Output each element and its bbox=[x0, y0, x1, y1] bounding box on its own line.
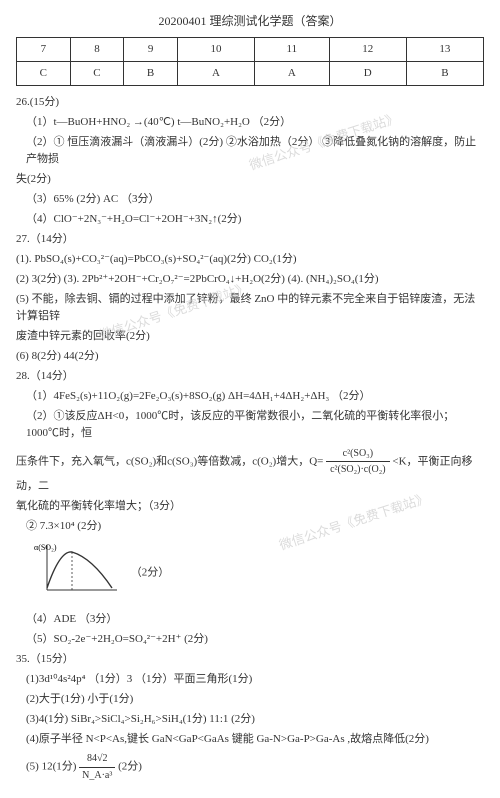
q28-head: 28.（14分） bbox=[16, 368, 484, 385]
table-cell: A bbox=[255, 61, 330, 85]
table-header: 10 bbox=[177, 37, 254, 61]
q28-graph-line: α(SO₂) （2分） bbox=[16, 538, 484, 608]
q27-line: (6) 8(2分) 44(2分) bbox=[16, 348, 484, 365]
table-header: 7 bbox=[17, 37, 71, 61]
q26-line: 失(2分) bbox=[16, 171, 484, 188]
q26-head: 26.(15分) bbox=[16, 94, 484, 111]
q35-line: (2)大于(1分) 小于(1分) bbox=[16, 691, 484, 708]
graph-svg: α(SO₂) bbox=[32, 540, 122, 600]
table-header: 8 bbox=[70, 37, 124, 61]
q26-line: （3）65% (2分) AC （3分） bbox=[16, 191, 484, 208]
fraction: 84√2 N_A·a³ bbox=[79, 751, 115, 783]
alpha-so2-graph: α(SO₂) bbox=[32, 540, 122, 606]
table-cell: B bbox=[124, 61, 178, 85]
q28-line: 氧化硫的平衡转化率增大；（3分） bbox=[16, 498, 484, 515]
q35-line: (4)原子半径 N<P<As,键长 GaN<GaP<GaAs 键能 Ga-N>G… bbox=[16, 731, 484, 748]
q28-text: （2分） bbox=[131, 566, 170, 578]
q26-line: （1）t—BuOH+HNO₂ →(40℃) t—BuNO₂+H₂O （2分） bbox=[16, 114, 484, 131]
table-answer-row: C C B A A D B bbox=[17, 61, 484, 85]
fraction: c²(SO₃) c²(SO₂)·c(O₂) bbox=[326, 446, 390, 478]
table-cell: A bbox=[177, 61, 254, 85]
q35-line: (1)3d¹⁰4s²4p⁴ （1分）3 （1分）平面三角形(1分) bbox=[16, 671, 484, 688]
table-cell: D bbox=[329, 61, 406, 85]
table-cell: C bbox=[70, 61, 124, 85]
q27-line: (2) 3(2分) (3). 2Pb²⁺+2OH⁻+Cr₂O₇²⁻=2PbCrO… bbox=[16, 271, 484, 288]
page-title: 20200401 理综测试化学题（答案） bbox=[16, 12, 484, 31]
curve bbox=[47, 552, 112, 588]
table-cell: B bbox=[406, 61, 483, 85]
table-header: 12 bbox=[329, 37, 406, 61]
q28-text: 压条件下，充入氧气，c(SO₂)和c(SO₃)等倍数减，c(O₂)增大，Q= bbox=[16, 455, 323, 467]
table-header: 11 bbox=[255, 37, 330, 61]
q28-line: （1）4FeS₂(s)+11O₂(g)=2Fe₂O₃(s)+8SO₂(g) ΔH… bbox=[16, 388, 484, 405]
q28-line: （4）ADE （3分） bbox=[16, 611, 484, 628]
answer-table: 7 8 9 10 11 12 13 C C B A A D B bbox=[16, 37, 484, 86]
table-header-row: 7 8 9 10 11 12 13 bbox=[17, 37, 484, 61]
q26-line: （4）ClO⁻+2N₃⁻+H₂O=Cl⁻+2OH⁻+3N₂↑(2分) bbox=[16, 211, 484, 228]
q28-line: （5）SO₂-2e⁻+2H₂O=SO₄²⁻+2H⁺ (2分) bbox=[16, 631, 484, 648]
table-cell: C bbox=[17, 61, 71, 85]
q35-line: (5) 12(1分) 84√2 N_A·a³ (2分) bbox=[16, 751, 484, 783]
q35-text: (2分) bbox=[118, 761, 142, 773]
table-header: 9 bbox=[124, 37, 178, 61]
q27-line: (5) 不能，除去铜、镉的过程中添加了锌粉，最终 ZnO 中的锌元素不完全来自于… bbox=[16, 291, 484, 325]
q27-line: 废渣中锌元素的回收率(2分) bbox=[16, 328, 484, 345]
q27-line: (1). PbSO₄(s)+CO₃²⁻(aq)=PbCO₃(s)+SO₄²⁻(a… bbox=[16, 251, 484, 268]
q28-line: 压条件下，充入氧气，c(SO₂)和c(SO₃)等倍数减，c(O₂)增大，Q= c… bbox=[16, 446, 484, 495]
graph-ylabel: α(SO₂) bbox=[34, 543, 57, 552]
q35-text: (5) 12(1分) bbox=[26, 761, 79, 773]
q35-line: (3)4(1分) SiBr₄>SiCl₄>Si₂H₆>SiH₄(1分) 11:1… bbox=[16, 711, 484, 728]
q27-head: 27.（14分） bbox=[16, 231, 484, 248]
table-header: 13 bbox=[406, 37, 483, 61]
q35-head: 35.（15分） bbox=[16, 651, 484, 668]
q28-line: ② 7.3×10⁴ (2分) bbox=[16, 518, 484, 535]
q26-line: （2）① 恒压滴液漏斗（滴液漏斗）(2分) ②水浴加热（2分） ③降低叠氮化钠的… bbox=[16, 134, 484, 168]
q28-line: （2）①该反应ΔH<0，1000℃时，该反应的平衡常数很小，二氧化硫的平衡转化率… bbox=[16, 408, 484, 442]
